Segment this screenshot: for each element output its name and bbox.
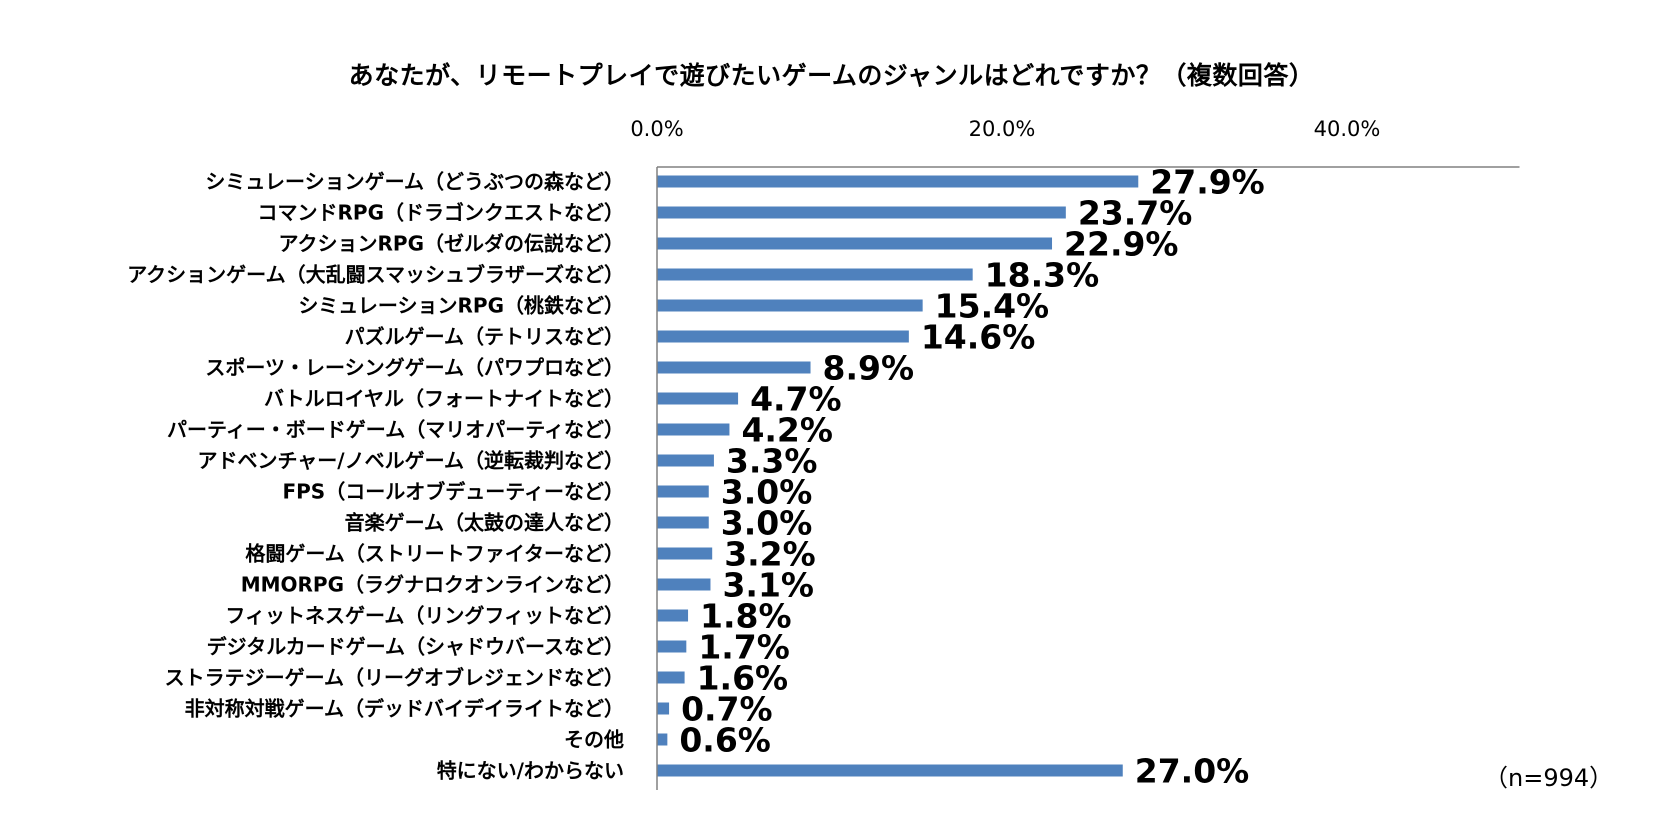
chart-title: あなたが、リモートプレイで遊びたいゲームのジャンルはどれですか？（複数回答） xyxy=(348,61,1315,90)
bar xyxy=(657,206,1066,219)
data-label: 0.6% xyxy=(679,721,771,760)
bar xyxy=(657,578,711,591)
data-label: 1.7% xyxy=(698,628,790,667)
data-label: 3.3% xyxy=(726,442,818,481)
data-label: 1.8% xyxy=(700,597,792,636)
category-labels: シミュレーションゲーム（どうぶつの森など） コマンドRPG（ドラゴンクエストなど）… xyxy=(127,170,624,783)
axes-group xyxy=(656,166,1520,790)
value-labels: 27.9%23.7%22.9%18.3%15.4%14.6%8.9%4.7%4.… xyxy=(679,163,1264,791)
bar xyxy=(657,764,1123,777)
x-axis-ticks: 0.0% 20.0% 40.0% xyxy=(630,117,1380,141)
bars-group xyxy=(657,175,1139,777)
category-label: MMORPG（ラグナロクオンラインなど） xyxy=(241,573,624,597)
bar xyxy=(657,237,1053,250)
bar xyxy=(657,392,739,405)
bar xyxy=(657,330,909,343)
category-label: シミュレーションゲーム（どうぶつの森など） xyxy=(205,170,624,194)
data-label: 0.7% xyxy=(681,690,773,729)
data-label: 27.0% xyxy=(1135,752,1250,791)
category-label: 非対称対戦ゲーム（デッドバイデイライトなど） xyxy=(185,697,624,721)
category-label: バトルロイヤル（フォートナイトなど） xyxy=(264,387,624,411)
category-label: パズルゲーム（テトリスなど） xyxy=(345,325,624,349)
x-tick-label: 0.0% xyxy=(630,117,683,141)
category-label: 音楽ゲーム（太鼓の達人など） xyxy=(345,511,624,535)
data-label: 8.9% xyxy=(823,349,915,388)
category-label: コマンドRPG（ドラゴンクエストなど） xyxy=(258,201,624,225)
category-label: デジタルカードゲーム（シャドウバースなど） xyxy=(207,635,624,659)
bar xyxy=(657,733,668,746)
bar xyxy=(657,361,811,374)
bar xyxy=(657,299,923,312)
data-label: 14.6% xyxy=(921,318,1036,357)
data-label: 3.2% xyxy=(724,535,816,574)
data-label: 23.7% xyxy=(1078,194,1193,233)
category-label: 特にない/わからない xyxy=(437,759,624,783)
bar xyxy=(657,671,685,684)
category-label: フィットネスゲーム（リングフィットなど） xyxy=(225,604,624,628)
x-tick-label: 20.0% xyxy=(969,117,1036,141)
data-label: 4.7% xyxy=(750,380,842,419)
bar xyxy=(657,702,670,715)
category-label: その他 xyxy=(564,728,624,752)
category-label: FPS（コールオブデューティーなど） xyxy=(282,480,624,504)
bar xyxy=(657,175,1139,188)
category-label: 格闘ゲーム（ストリートファイターなど） xyxy=(245,542,624,566)
data-label: 18.3% xyxy=(985,256,1100,295)
bar xyxy=(657,454,714,467)
bar xyxy=(657,640,687,653)
bar xyxy=(657,547,713,560)
x-tick-label: 40.0% xyxy=(1314,117,1381,141)
category-label: シミュレーションRPG（桃鉄など） xyxy=(298,294,624,318)
bar xyxy=(657,423,730,436)
bar xyxy=(657,516,709,529)
category-label: アクションゲーム（大乱闘スマッシュブラザーズなど） xyxy=(127,263,624,287)
data-label: 3.0% xyxy=(721,473,813,512)
data-label: 22.9% xyxy=(1064,225,1179,264)
sample-size-note: （n=994） xyxy=(1484,764,1614,792)
category-label: アクションRPG（ゼルダの伝説など） xyxy=(279,232,624,256)
bar xyxy=(657,268,973,281)
category-label: ストラテジーゲーム（リーグオブレジェンドなど） xyxy=(165,666,624,690)
data-label: 4.2% xyxy=(741,411,833,450)
data-label: 1.6% xyxy=(697,659,789,698)
bar xyxy=(657,485,709,498)
data-label: 3.1% xyxy=(722,566,814,605)
data-label: 3.0% xyxy=(721,504,813,543)
category-label: パーティー・ボードゲーム（マリオパーティなど） xyxy=(167,418,624,442)
category-label: スポーツ・レーシングゲーム（パワプロなど） xyxy=(205,356,624,380)
data-label: 27.9% xyxy=(1150,163,1265,202)
data-label: 15.4% xyxy=(935,287,1050,326)
category-label: アドベンチャー/ノベルゲーム（逆転裁判など） xyxy=(197,449,624,473)
bar xyxy=(657,609,689,622)
